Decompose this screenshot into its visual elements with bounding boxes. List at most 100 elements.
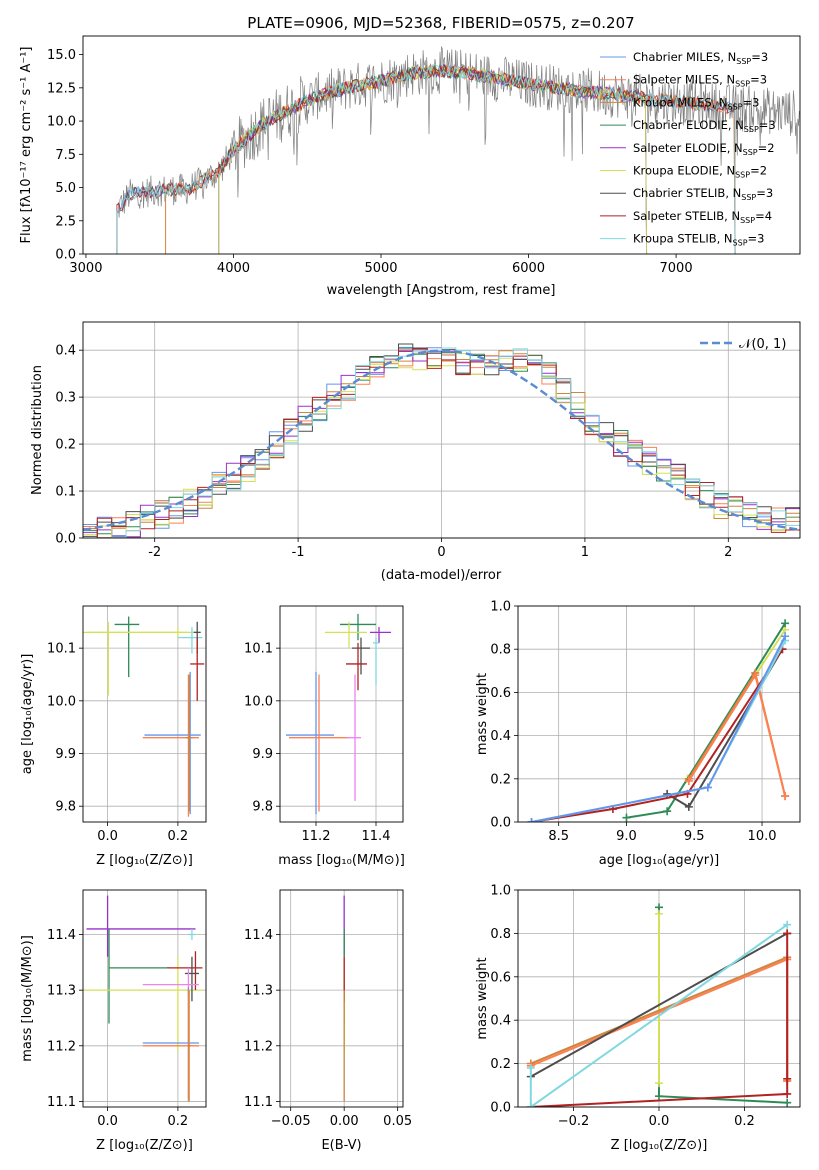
y-tick-label: 0.0 (55, 248, 76, 263)
mass-weight-point (663, 807, 672, 816)
y-tick-label: 11.2 (244, 1039, 273, 1054)
y-tick-label: 0.8 (490, 643, 511, 658)
mass-weight-point (781, 619, 790, 628)
mass-weight-point (655, 1092, 663, 1101)
y-tick-label: 10.0 (47, 115, 76, 130)
y-tick-label: 10.0 (47, 694, 76, 709)
y-tick-label: 2.5 (55, 214, 76, 229)
age_vs_mass-plot-area (286, 613, 391, 815)
histogram-step-line (83, 343, 800, 537)
y-tick-label: 0.4 (55, 344, 76, 359)
legend-label: Kroupa STELIB, NSSP=3 (633, 232, 764, 248)
y-tick-label: 11.4 (244, 928, 273, 943)
y-tick-label: 10.0 (244, 694, 273, 709)
y-tick-label: 11.4 (47, 928, 76, 943)
x-tick-label: 8.5 (548, 829, 569, 844)
legend-label: Salpeter ELODIE, NSSP=2 (633, 141, 775, 157)
y-tick-label: 12.5 (47, 81, 76, 96)
x-tick-label: 0.2 (168, 1114, 189, 1129)
mass_vs_Z-panel: 0.0 0.2 11.1 11.2 11.3 11.4 Z [log₁₀(Z/Z⊙)] mas… (20, 889, 207, 1153)
mass-weight-point (783, 1074, 792, 1083)
x-tick-label: 9.5 (684, 829, 705, 844)
y-axis-label: mass weight (475, 957, 490, 1039)
x-tick-label: 7000 (660, 261, 693, 276)
x-tick-label: -1 (292, 545, 305, 560)
axes-frame (82, 605, 207, 823)
y-tick-label: 5.0 (55, 181, 76, 196)
mass-weight-point (703, 783, 712, 792)
legend-label: Salpeter MILES, NSSP=3 (633, 73, 767, 89)
model-spectrum-line (116, 65, 736, 254)
mass-weight-point (783, 1098, 792, 1107)
y-tick-label: 11.2 (47, 1039, 76, 1054)
y-axis-label: Flux [fλ10⁻¹⁷ erg cm⁻² s⁻¹ A⁻¹] (19, 47, 34, 244)
x-tick-label: 0.0 (97, 1114, 118, 1129)
x-tick-label: 4000 (217, 261, 250, 276)
mass-weight-line (530, 932, 788, 1078)
y-tick-label: 9.8 (252, 800, 273, 815)
axes-frame (517, 889, 801, 1108)
y-axis-label: mass weight (475, 673, 490, 755)
legend-label: Chabrier MILES, NSSP=3 (633, 50, 768, 66)
x-tick-label: 0.0 (649, 1114, 670, 1129)
axes-frame (82, 321, 801, 539)
y-tick-label: 9.9 (252, 747, 273, 762)
legend-label: Chabrier STELIB, NSSP=3 (633, 186, 773, 202)
mass-weight-point (622, 813, 631, 822)
x-tick-label: -2 (148, 545, 161, 560)
y-tick-label: 0.3 (55, 391, 76, 406)
age_vs_Z-panel: 0.0 0.2 9.8 9.9 10.0 10.1 Z [log₁₀(Z/Z⊙)] age [… (20, 605, 207, 868)
y-tick-label: 0.2 (55, 438, 76, 453)
y-axis-label: age [log₁₀(age/yr)] (20, 654, 35, 775)
x-axis-label: Z [log₁₀(Z/Z⊙)] (611, 1138, 708, 1153)
model-spectrum-line (116, 64, 736, 254)
model-spectrum-line (218, 64, 648, 254)
weight_vs_age-panel: 8.5 9.0 9.5 10.0 0.0 0.2 0.4 0.6 0.8 1.0 age [log₁… (475, 600, 801, 868)
y-tick-label: 15.0 (47, 48, 76, 63)
y-tick-label: 11.3 (244, 984, 273, 999)
mass-weight-line (530, 933, 789, 1107)
age_vs_Z-plot-area (83, 616, 205, 817)
y-tick-label: 9.9 (55, 747, 76, 762)
x-tick-label: −0.05 (271, 1114, 311, 1129)
x-axis-label: Z [log₁₀(Z/Z⊙)] (96, 853, 193, 868)
mass-weight-line (531, 640, 786, 822)
y-tick-label: 1.0 (490, 600, 511, 615)
x-tick-label: 0 (437, 545, 445, 560)
mass-weight-point (526, 1103, 535, 1107)
mass-weight-line (531, 635, 786, 822)
mass-weight-point (783, 1089, 792, 1098)
y-tick-label: 0.2 (490, 772, 511, 787)
x-tick-label: −0.2 (558, 1114, 590, 1129)
residual-panel: -2 -1 0 1 2 0.0 0.1 0.2 0.3 0.4 𝒩(0, 1) (data-model… (30, 321, 801, 583)
x-tick-label: 0.2 (734, 1114, 755, 1129)
x-axis-label: age [log₁₀(age/yr)] (599, 853, 720, 868)
x-tick-label: 9.0 (616, 829, 637, 844)
y-tick-label: 10.1 (244, 642, 273, 657)
x-tick-label: 0.05 (383, 1114, 412, 1129)
x-axis-label: Z [log₁₀(Z/Z⊙)] (96, 1138, 193, 1153)
histogram-step-line (83, 347, 800, 538)
legend-label: Salpeter STELIB, NSSP=4 (633, 209, 772, 225)
x-axis-label: wavelength [Angstrom, rest frame] (327, 283, 556, 298)
y-tick-label: 10.1 (47, 642, 76, 657)
legend-label: Kroupa MILES, NSSP=3 (633, 95, 759, 111)
mass-weight-point (655, 909, 663, 918)
weight_vs_Z-plot-area (526, 903, 792, 1107)
y-tick-label: 0.6 (490, 686, 511, 701)
x-tick-label: 0.2 (168, 829, 189, 844)
x-tick-label: 10.0 (748, 829, 777, 844)
y-tick-label: 0.4 (490, 729, 511, 744)
y-tick-label: 0.8 (490, 927, 511, 942)
y-axis-label: mass [log₁₀(M/M⊙)] (20, 935, 35, 1062)
mass-weight-point (684, 802, 693, 811)
axes-frame (82, 889, 207, 1108)
mass-weight-line (531, 648, 784, 822)
x-axis-label: mass [log₁₀(M/M⊙)] (278, 853, 405, 868)
x-tick-label: 5000 (364, 261, 397, 276)
histogram-step-line (83, 348, 800, 538)
axes-frame (279, 605, 404, 823)
y-tick-label: 0.2 (490, 1057, 511, 1072)
mass-weight-point (783, 920, 792, 929)
